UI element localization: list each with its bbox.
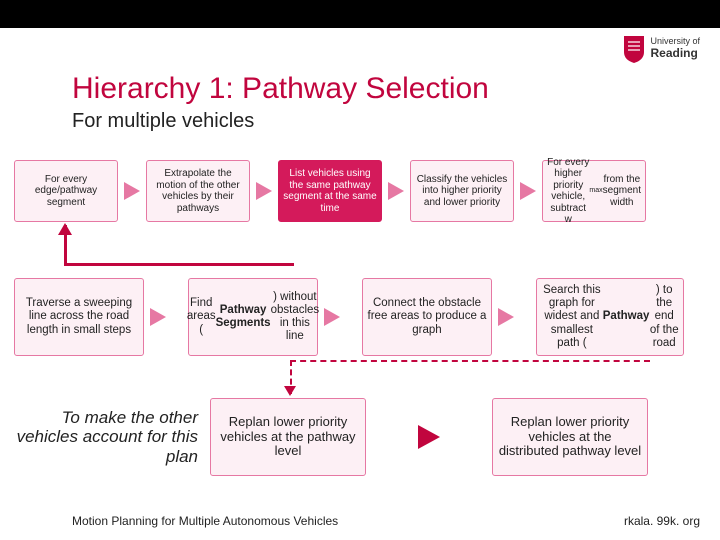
footer-right: rkala. 99k. org: [624, 514, 700, 528]
flow-box: Find areas (Pathway Segments) without ob…: [188, 278, 318, 356]
arrow-right-icon: [324, 308, 340, 326]
arrow-right-icon: [498, 308, 514, 326]
feedback-arrow-2-v: [290, 360, 292, 394]
university-logo: University of Reading: [622, 34, 700, 64]
arrow-right-icon: [124, 182, 140, 200]
feedback-arrow-2-h: [290, 360, 650, 362]
flow-box: Replan lower priority vehicles at the di…: [492, 398, 648, 476]
arrow-right-icon: [520, 182, 536, 200]
footer-left: Motion Planning for Multiple Autonomous …: [72, 514, 338, 528]
flow-box: Classify the vehicles into higher priori…: [410, 160, 514, 222]
shield-icon: [622, 34, 646, 64]
arrow-right-icon: [418, 425, 440, 449]
top-black-bar: [0, 0, 720, 28]
flow-box: Search this graph for widest and smalles…: [536, 278, 684, 356]
flow-row-3: To make the other vehicles account for t…: [14, 398, 648, 476]
flow-row-1: For every edge/pathway segment Extrapolat…: [14, 160, 646, 222]
logo-line2: Reading: [650, 47, 700, 60]
feedback-arrow-1-h: [64, 263, 294, 266]
flow-box: List vehicles using the same pathway seg…: [278, 160, 382, 222]
feedback-arrow-1-v: [64, 225, 67, 265]
flow-box: Traverse a sweeping line across the road…: [14, 278, 144, 356]
arrow-right-icon: [256, 182, 272, 200]
page-subtitle: For multiple vehicles: [72, 110, 254, 133]
flow-box: Extrapolate the motion of the other vehi…: [146, 160, 250, 222]
flow-box: Connect the obstacle free areas to produ…: [362, 278, 492, 356]
flow-row-2: Traverse a sweeping line across the road…: [14, 278, 684, 356]
flow-box: For every edge/pathway segment: [14, 160, 118, 222]
page-title: Hierarchy 1: Pathway Selection: [72, 72, 489, 106]
flow-box: Replan lower priority vehicles at the pa…: [210, 398, 366, 476]
arrow-right-icon: [150, 308, 166, 326]
flow-box: For every higher priority vehicle, subtr…: [542, 160, 646, 222]
arrow-right-icon: [388, 182, 404, 200]
row3-note: To make the other vehicles account for t…: [14, 408, 204, 467]
